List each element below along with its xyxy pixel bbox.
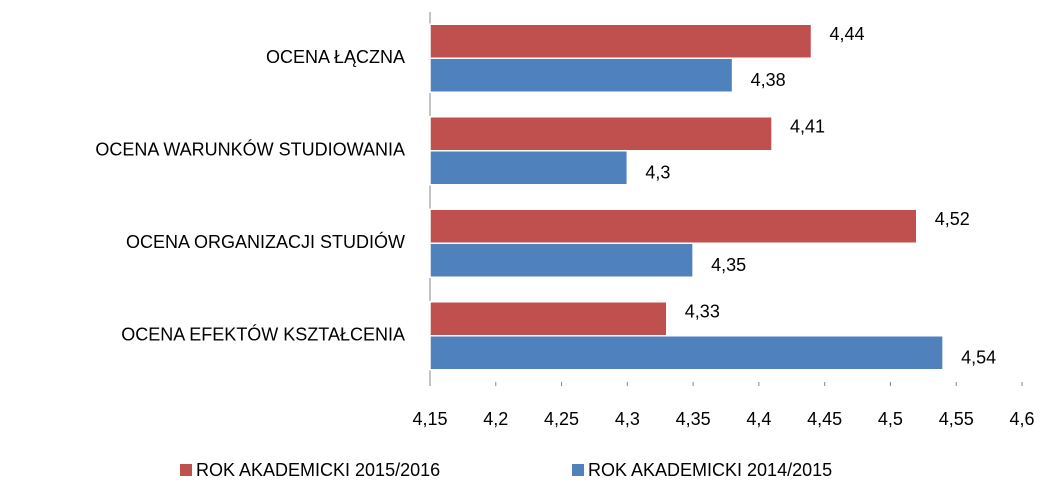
legend-swatch bbox=[180, 464, 192, 476]
x-tick-label: 4,6 bbox=[1009, 409, 1034, 429]
x-tick-label: 4,15 bbox=[412, 409, 447, 429]
data-label: 4,33 bbox=[685, 302, 720, 322]
legend-swatch bbox=[572, 464, 584, 476]
bar bbox=[429, 208, 918, 244]
y-tick-label: OCENA ORGANIZACJI STUDIÓW bbox=[126, 231, 405, 252]
x-tick-label: 4,5 bbox=[878, 409, 903, 429]
legend-label: ROK AKADEMICKI 2015/2016 bbox=[196, 460, 440, 480]
x-tick-label: 4,25 bbox=[544, 409, 579, 429]
x-tick-label: 4,2 bbox=[483, 409, 508, 429]
x-tick-label: 4,4 bbox=[746, 409, 771, 429]
x-tick-label: 4,55 bbox=[939, 409, 974, 429]
bar bbox=[429, 57, 734, 93]
data-label: 4,3 bbox=[645, 163, 670, 183]
legend-label: ROK AKADEMICKI 2014/2015 bbox=[588, 460, 832, 480]
bar bbox=[429, 150, 629, 186]
data-label: 4,38 bbox=[751, 70, 786, 90]
y-tick-label: OCENA WARUNKÓW STUDIOWANIA bbox=[95, 139, 405, 160]
x-tick-label: 4,35 bbox=[676, 409, 711, 429]
bar bbox=[429, 335, 944, 371]
y-tick-label: OCENA ŁĄCZNA bbox=[266, 47, 405, 67]
data-label: 4,54 bbox=[961, 348, 996, 368]
x-tick-label: 4,45 bbox=[807, 409, 842, 429]
data-label: 4,35 bbox=[711, 255, 746, 275]
y-tick-label: OCENA EFEKTÓW KSZTAŁCENIA bbox=[121, 324, 405, 345]
x-tick-label: 4,3 bbox=[615, 409, 640, 429]
bar bbox=[429, 301, 668, 337]
bar bbox=[429, 23, 813, 59]
bar bbox=[429, 242, 694, 278]
data-label: 4,41 bbox=[790, 117, 825, 137]
bar bbox=[429, 116, 773, 152]
data-label: 4,44 bbox=[830, 24, 865, 44]
data-label: 4,52 bbox=[935, 209, 970, 229]
